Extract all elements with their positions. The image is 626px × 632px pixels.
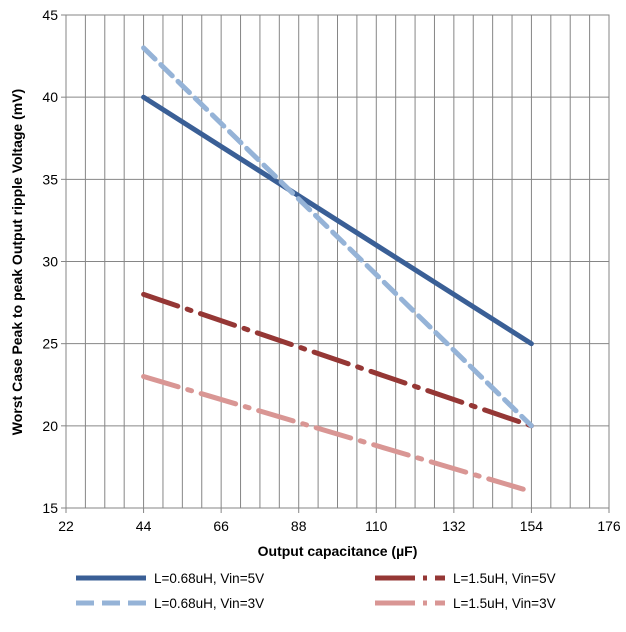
series-line (141, 374, 534, 495)
tick-labels: 22 44 66 88 110 132 154 176 15 20 25 30 35 40 45 (42, 7, 620, 534)
x-tick-label: 88 (291, 518, 307, 534)
series-line (141, 291, 534, 429)
y-tick-label: 40 (42, 89, 58, 105)
x-tick-label: 154 (520, 518, 544, 534)
y-tick-label: 30 (42, 254, 58, 270)
grid-lines (61, 14, 610, 513)
y-tick-label: 25 (42, 336, 58, 352)
y-tick-label: 15 (42, 500, 58, 516)
x-tick-label: 132 (442, 518, 466, 534)
x-tick-label: 44 (136, 518, 152, 534)
legend-label: L=0.68uH, Vin=3V (154, 596, 264, 611)
series-line (141, 94, 534, 347)
x-tick-label: 66 (213, 518, 229, 534)
x-tick-label: 176 (597, 518, 621, 534)
y-axis-label: Worst Case Peak to peak Output ripple Vo… (9, 89, 25, 435)
y-tick-label: 45 (42, 7, 58, 23)
y-tick-label: 35 (42, 171, 58, 187)
x-axis-label: Output capacitance (µF) (258, 543, 418, 559)
legend-label: L=1.5uH, Vin=5V (453, 571, 556, 586)
x-tick-label: 110 (365, 518, 388, 534)
x-tick-label: 22 (58, 518, 74, 534)
legend-label: L=0.68uH, Vin=5V (154, 571, 264, 586)
y-tick-label: 20 (42, 418, 58, 434)
legend: L=0.68uH, Vin=5V L=1.5uH, Vin=5V L=0.68uH,… (76, 571, 556, 611)
legend-label: L=1.5uH, Vin=3V (453, 596, 556, 611)
series-lines (141, 45, 534, 495)
series-line (141, 45, 534, 429)
